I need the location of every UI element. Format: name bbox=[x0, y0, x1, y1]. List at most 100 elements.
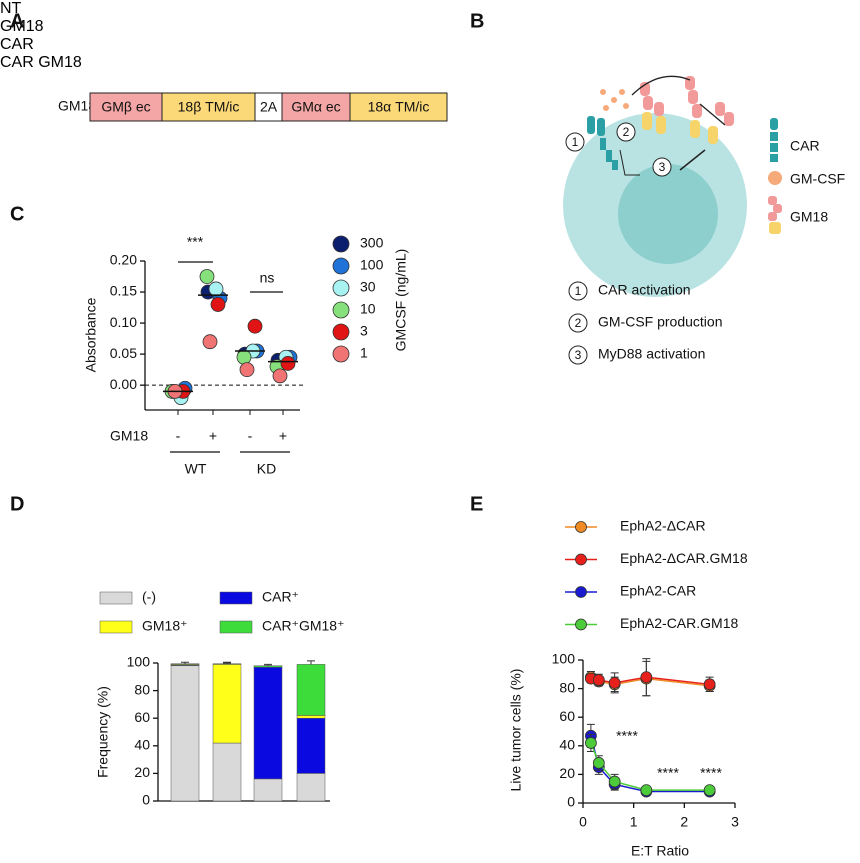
data-point bbox=[608, 775, 621, 788]
significance-label: ns bbox=[260, 270, 275, 286]
bar-segment bbox=[170, 665, 200, 802]
legend-label: 100 bbox=[360, 257, 384, 273]
construct-segment bbox=[349, 92, 448, 122]
bar-segment bbox=[253, 665, 283, 668]
bar-segment bbox=[212, 663, 242, 665]
x-tick-label: 0 bbox=[579, 814, 587, 830]
legend-marker bbox=[575, 521, 587, 533]
error-bar bbox=[264, 663, 272, 666]
bar-segment bbox=[170, 663, 200, 665]
panel-label: B bbox=[470, 10, 484, 32]
legend-swatch bbox=[332, 345, 350, 363]
data-point bbox=[585, 737, 597, 749]
y-tick-label: 80 bbox=[134, 681, 150, 697]
group-label: KD bbox=[257, 461, 276, 477]
x-axis-label: E:T Ratio bbox=[631, 843, 689, 859]
y-tick-label: 60 bbox=[134, 709, 150, 725]
series-line bbox=[590, 735, 710, 793]
y-tick-label: 60 bbox=[559, 708, 575, 724]
panel-label: A bbox=[10, 10, 24, 32]
x-tick-label: GM18 bbox=[0, 18, 44, 35]
x-tick-label: + bbox=[209, 428, 217, 444]
legend-label: GM-CSF bbox=[790, 171, 845, 187]
y-tick-label: 80 bbox=[559, 679, 575, 695]
legend-swatch bbox=[332, 301, 350, 319]
legend-label: CAR⁺ bbox=[262, 589, 299, 605]
bar-segment bbox=[253, 778, 283, 802]
y-axis-label: Absorbance bbox=[83, 297, 99, 372]
data-point bbox=[703, 678, 716, 691]
construct-segment bbox=[281, 92, 351, 122]
data-point bbox=[592, 674, 605, 686]
y-tick-label: 20 bbox=[559, 765, 575, 781]
x-tick-label: CAR bbox=[0, 36, 34, 53]
error-bar bbox=[223, 661, 231, 664]
row-label: GM18 bbox=[110, 428, 148, 444]
step-label: CAR activation bbox=[598, 282, 691, 298]
legend-swatch bbox=[332, 257, 350, 275]
group-label: WT bbox=[185, 461, 207, 477]
data-point bbox=[202, 334, 218, 350]
x-tick-label: 3 bbox=[731, 814, 739, 830]
y-tick-label: 0.05 bbox=[110, 345, 137, 361]
significance-label: **** bbox=[616, 728, 638, 744]
segment-label: GMα ec bbox=[291, 99, 340, 115]
legend-label: CAR bbox=[790, 138, 820, 154]
callout-circle bbox=[652, 157, 672, 177]
segment-label: 18α TM/ic bbox=[368, 99, 430, 115]
legend-swatch bbox=[99, 620, 133, 634]
y-tick-label: 20 bbox=[134, 764, 150, 780]
data-point bbox=[210, 297, 226, 312]
y-tick-label: 40 bbox=[134, 737, 150, 753]
bar-segment bbox=[296, 717, 326, 774]
significance-label: **** bbox=[657, 765, 679, 781]
bar-segment bbox=[296, 715, 326, 719]
data-point bbox=[236, 349, 252, 365]
legend-label: CAR⁺GM18⁺ bbox=[262, 618, 344, 634]
legend-label: (-) bbox=[142, 589, 156, 605]
callout-number: 3 bbox=[659, 160, 666, 174]
data-point bbox=[208, 281, 224, 297]
x-tick-label: CAR GM18 bbox=[0, 54, 82, 71]
data-point bbox=[640, 671, 653, 684]
y-tick-label: 0.20 bbox=[110, 252, 137, 268]
panel-label: C bbox=[10, 203, 24, 225]
legend-label: GM18 bbox=[790, 209, 828, 225]
error-bar bbox=[181, 661, 189, 664]
legend-marker bbox=[575, 586, 587, 598]
legend-title: GMCSF (ng/mL) bbox=[393, 249, 409, 352]
segment-label: 18β TM/ic bbox=[178, 99, 240, 115]
data-point bbox=[592, 757, 605, 769]
legend-label: EphA2-ΔCAR bbox=[620, 518, 706, 534]
bar-segment bbox=[296, 773, 326, 802]
callout-number: 2 bbox=[623, 125, 630, 139]
legend-label: 300 bbox=[360, 235, 384, 251]
significance-label: **** bbox=[700, 765, 722, 781]
data-point bbox=[272, 368, 288, 384]
callout-circle bbox=[616, 122, 636, 142]
x-tick-label: 2 bbox=[680, 814, 688, 830]
cell-schematic bbox=[563, 75, 782, 297]
legend-label: EphA2-ΔCAR.GM18 bbox=[620, 550, 748, 566]
legend-label: 3 bbox=[360, 323, 368, 339]
x-tick-label: - bbox=[176, 428, 181, 444]
legend-label: EphA2-CAR bbox=[620, 583, 696, 599]
data-point bbox=[640, 784, 653, 797]
step-label: MyD88 activation bbox=[598, 346, 705, 362]
y-tick-label: 0.10 bbox=[110, 314, 137, 330]
callout-circle bbox=[565, 132, 585, 152]
y-tick-label: 40 bbox=[559, 737, 575, 753]
legend-swatch bbox=[99, 591, 133, 605]
legend-label: 30 bbox=[360, 279, 376, 295]
data-point bbox=[703, 784, 716, 797]
step-circle bbox=[568, 313, 588, 333]
step-number: 2 bbox=[575, 316, 582, 330]
bar-segment bbox=[296, 664, 326, 716]
step-circle bbox=[568, 345, 588, 365]
callout-number: 1 bbox=[572, 135, 579, 149]
significance-label: *** bbox=[187, 234, 204, 250]
bar-segment bbox=[253, 666, 283, 780]
x-tick-label: 1 bbox=[630, 814, 638, 830]
x-tick-label: NT bbox=[0, 0, 22, 17]
